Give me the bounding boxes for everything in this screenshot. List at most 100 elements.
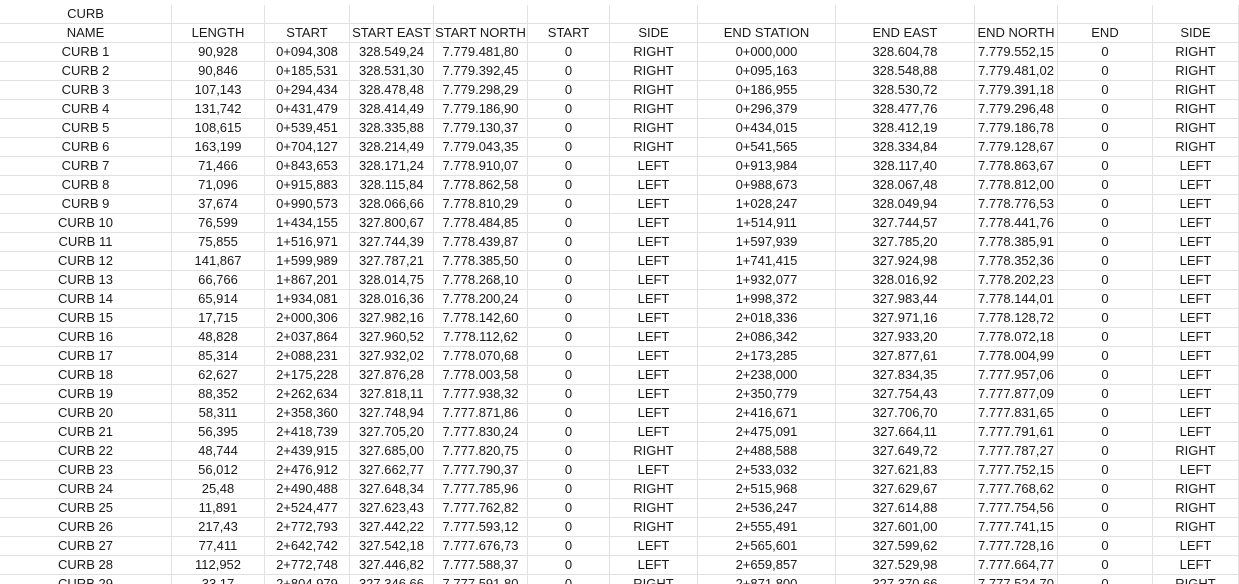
table-cell[interactable]: 328.478,48 <box>350 81 434 100</box>
table-cell[interactable]: 1+434,155 <box>265 214 350 233</box>
table-cell[interactable]: 0 <box>528 290 610 309</box>
table-cell[interactable]: 7.777.768,62 <box>975 480 1058 499</box>
column-header[interactable]: END EAST <box>836 24 975 43</box>
table-cell[interactable]: 7.778.385,91 <box>975 233 1058 252</box>
table-cell[interactable]: LEFT <box>610 195 698 214</box>
table-cell[interactable]: 2+536,247 <box>698 499 836 518</box>
table-cell[interactable]: 0 <box>528 423 610 442</box>
table-cell[interactable]: RIGHT <box>610 138 698 157</box>
table-cell[interactable]: 7.777.791,61 <box>975 423 1058 442</box>
column-header[interactable]: END STATION <box>698 24 836 43</box>
table-cell[interactable]: 48,828 <box>172 328 265 347</box>
table-cell[interactable]: 2+804,979 <box>265 575 350 584</box>
table-cell[interactable]: 0 <box>528 100 610 119</box>
table-cell[interactable]: 7.778.776,53 <box>975 195 1058 214</box>
table-cell[interactable]: LEFT <box>610 461 698 480</box>
table-cell[interactable]: 163,199 <box>172 138 265 157</box>
table-cell[interactable]: RIGHT <box>1153 575 1239 584</box>
table-cell[interactable]: 327.744,39 <box>350 233 434 252</box>
table-cell[interactable]: 7.777.787,27 <box>975 442 1058 461</box>
table-cell[interactable]: 328.335,88 <box>350 119 434 138</box>
table-cell[interactable]: 0 <box>528 62 610 81</box>
table-cell[interactable]: 90,928 <box>172 43 265 62</box>
column-header[interactable]: LENGTH <box>172 24 265 43</box>
table-cell[interactable]: LEFT <box>610 176 698 195</box>
table-cell[interactable]: 0 <box>528 537 610 556</box>
table-cell[interactable]: 327.960,52 <box>350 328 434 347</box>
table-cell[interactable]: LEFT <box>1153 328 1239 347</box>
table-cell[interactable]: 328.548,88 <box>836 62 975 81</box>
table-cell[interactable]: 327.834,35 <box>836 366 975 385</box>
table-cell[interactable]: 0 <box>528 404 610 423</box>
table-cell[interactable]: CURB 10 <box>0 214 172 233</box>
table-cell[interactable]: 1+516,971 <box>265 233 350 252</box>
table-cell[interactable]: 2+871,800 <box>698 575 836 584</box>
table-cell[interactable]: 7.779.296,48 <box>975 100 1058 119</box>
table-cell[interactable]: 7.777.871,86 <box>434 404 528 423</box>
table-cell[interactable]: 328.049,94 <box>836 195 975 214</box>
table-cell[interactable]: 2+173,285 <box>698 347 836 366</box>
table-cell[interactable]: LEFT <box>1153 214 1239 233</box>
table-cell[interactable]: 327.754,43 <box>836 385 975 404</box>
table-cell[interactable]: 0 <box>528 442 610 461</box>
table-cell[interactable]: 2+418,739 <box>265 423 350 442</box>
table-cell[interactable]: 17,715 <box>172 309 265 328</box>
table-cell[interactable]: 0+186,955 <box>698 81 836 100</box>
table-cell[interactable]: 327.442,22 <box>350 518 434 537</box>
table-cell[interactable]: 7.777.790,37 <box>434 461 528 480</box>
table-cell[interactable]: 0+095,163 <box>698 62 836 81</box>
table-cell[interactable]: 0 <box>1058 537 1153 556</box>
table-cell[interactable]: 0+541,565 <box>698 138 836 157</box>
table-cell[interactable]: 7.777.728,16 <box>975 537 1058 556</box>
table-cell[interactable]: 0 <box>1058 480 1153 499</box>
table-cell[interactable]: LEFT <box>1153 309 1239 328</box>
table-cell[interactable]: 7.778.484,85 <box>434 214 528 233</box>
table-cell[interactable]: 0 <box>528 271 610 290</box>
table-cell[interactable]: 328.115,84 <box>350 176 434 195</box>
table-cell[interactable]: 0 <box>1058 499 1153 518</box>
table-cell[interactable]: 7.778.810,29 <box>434 195 528 214</box>
table-cell[interactable]: CURB 5 <box>0 119 172 138</box>
table-cell[interactable]: 0 <box>528 309 610 328</box>
table-cell[interactable]: LEFT <box>1153 233 1239 252</box>
table-cell[interactable]: 327.705,20 <box>350 423 434 442</box>
table-cell[interactable]: 0 <box>1058 556 1153 575</box>
table-cell[interactable]: 7.779.298,29 <box>434 81 528 100</box>
table-cell[interactable]: 71,096 <box>172 176 265 195</box>
table-cell[interactable]: 141,867 <box>172 252 265 271</box>
table-cell[interactable]: 327.877,61 <box>836 347 975 366</box>
table-cell[interactable]: 7.778.072,18 <box>975 328 1058 347</box>
table-cell[interactable]: 112,952 <box>172 556 265 575</box>
table-cell[interactable]: RIGHT <box>610 43 698 62</box>
table-cell[interactable]: 328.414,49 <box>350 100 434 119</box>
header-cell[interactable] <box>172 5 265 24</box>
table-cell[interactable]: 7.777.820,75 <box>434 442 528 461</box>
table-cell[interactable]: LEFT <box>610 214 698 233</box>
table-cell[interactable]: 0 <box>528 119 610 138</box>
table-cell[interactable]: 7.778.862,58 <box>434 176 528 195</box>
column-header[interactable]: START <box>528 24 610 43</box>
table-cell[interactable]: 2+416,671 <box>698 404 836 423</box>
table-cell[interactable]: 7.777.938,32 <box>434 385 528 404</box>
table-cell[interactable]: LEFT <box>610 537 698 556</box>
table-cell[interactable]: LEFT <box>610 347 698 366</box>
table-cell[interactable]: 0 <box>1058 423 1153 442</box>
table-cell[interactable]: 327.623,43 <box>350 499 434 518</box>
table-cell[interactable]: CURB 11 <box>0 233 172 252</box>
table-cell[interactable]: 7.777.664,77 <box>975 556 1058 575</box>
table-cell[interactable]: LEFT <box>1153 537 1239 556</box>
table-cell[interactable]: 108,615 <box>172 119 265 138</box>
table-cell[interactable]: LEFT <box>610 556 698 575</box>
table-cell[interactable]: 85,314 <box>172 347 265 366</box>
table-cell[interactable]: 33,17 <box>172 575 265 584</box>
table-cell[interactable]: 7.778.910,07 <box>434 157 528 176</box>
table-cell[interactable]: 328.014,75 <box>350 271 434 290</box>
table-cell[interactable]: 327.744,57 <box>836 214 975 233</box>
table-cell[interactable]: 7.779.391,18 <box>975 81 1058 100</box>
table-cell[interactable]: CURB 24 <box>0 480 172 499</box>
table-cell[interactable]: 0 <box>528 575 610 584</box>
table-cell[interactable]: 0+843,653 <box>265 157 350 176</box>
table-cell[interactable]: 0 <box>1058 366 1153 385</box>
header-cell[interactable] <box>610 5 698 24</box>
table-cell[interactable]: 7.779.130,37 <box>434 119 528 138</box>
